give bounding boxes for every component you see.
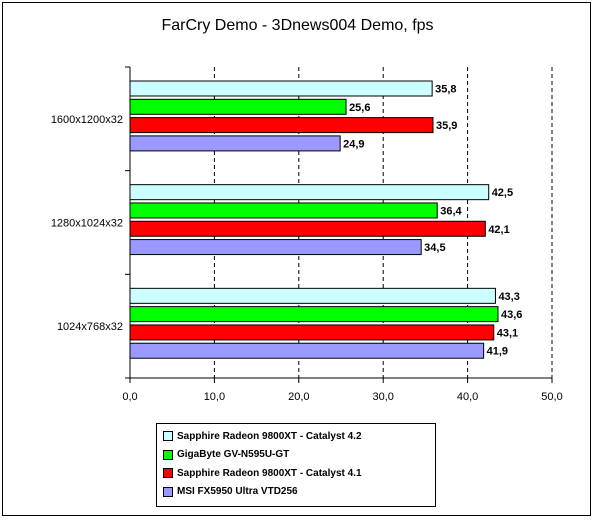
legend-label: MSI FX5950 Ultra VTD256 [177, 486, 298, 498]
legend-label: Sapphire Radeon 9800XT - Catalyst 4.2 [177, 430, 362, 442]
bar [129, 202, 438, 219]
legend-swatch [163, 486, 173, 497]
data-label: 42,1 [488, 224, 509, 236]
legend-label: Sapphire Radeon 9800XT - Catalyst 4.1 [177, 467, 362, 479]
x-tick-label: 20,0 [288, 391, 309, 403]
bar [129, 287, 496, 304]
legend-item: MSI FX5950 Ultra VTD256 [163, 483, 435, 502]
bar [129, 324, 495, 341]
bar [129, 306, 499, 323]
legend-item: GigaByte GV-N595U-GT [163, 446, 435, 465]
legend-swatch [163, 449, 173, 460]
bar [129, 220, 486, 237]
category-label: 1280x1024x32 [51, 218, 123, 230]
legend-swatch [163, 431, 173, 442]
x-tick-label: 50,0 [541, 391, 562, 403]
data-label: 41,9 [487, 346, 508, 358]
legend-swatch [163, 468, 173, 479]
category-label: 1024x768x32 [57, 321, 123, 333]
data-label: 42,5 [492, 187, 513, 199]
data-label: 35,9 [436, 120, 457, 132]
bar [129, 80, 433, 97]
legend-label: GigaByte GV-N595U-GT [177, 449, 290, 461]
data-label: 24,9 [343, 138, 364, 150]
chart-title: FarCry Demo - 3Dnews004 Demo, fps [161, 17, 434, 34]
legend: Sapphire Radeon 9800XT - Catalyst 4.2 Gig… [156, 423, 436, 507]
x-tick-label: 10,0 [204, 391, 225, 403]
bar [129, 342, 485, 359]
plot-area: 35,8 25,6 35,9 24,9 1600x1200x32 42,5 36,4 42,1… [51, 66, 563, 403]
bar [129, 117, 434, 134]
data-label: 25,6 [349, 102, 370, 114]
x-tick-label: 30,0 [372, 391, 393, 403]
bar [129, 98, 347, 115]
data-label: 43,3 [498, 291, 519, 303]
legend-item: Sapphire Radeon 9800XT - Catalyst 4.2 [163, 427, 435, 446]
data-label: 43,1 [497, 327, 518, 339]
category-label: 1600x1200x32 [51, 114, 123, 126]
bar [129, 184, 490, 201]
legend-item: Sapphire Radeon 9800XT - Catalyst 4.1 [163, 464, 435, 483]
x-tick-label: 40,0 [457, 391, 478, 403]
chart-frame: FarCry Demo - 3Dnews004 Demo, fps 35,8 25… [2, 2, 591, 516]
bar [129, 239, 422, 256]
x-tick-label: 0,0 [122, 391, 137, 403]
data-label: 35,8 [435, 84, 456, 96]
data-label: 34,5 [424, 242, 445, 254]
data-label: 36,4 [440, 205, 462, 217]
bar [129, 135, 341, 152]
data-label: 43,6 [501, 309, 522, 321]
